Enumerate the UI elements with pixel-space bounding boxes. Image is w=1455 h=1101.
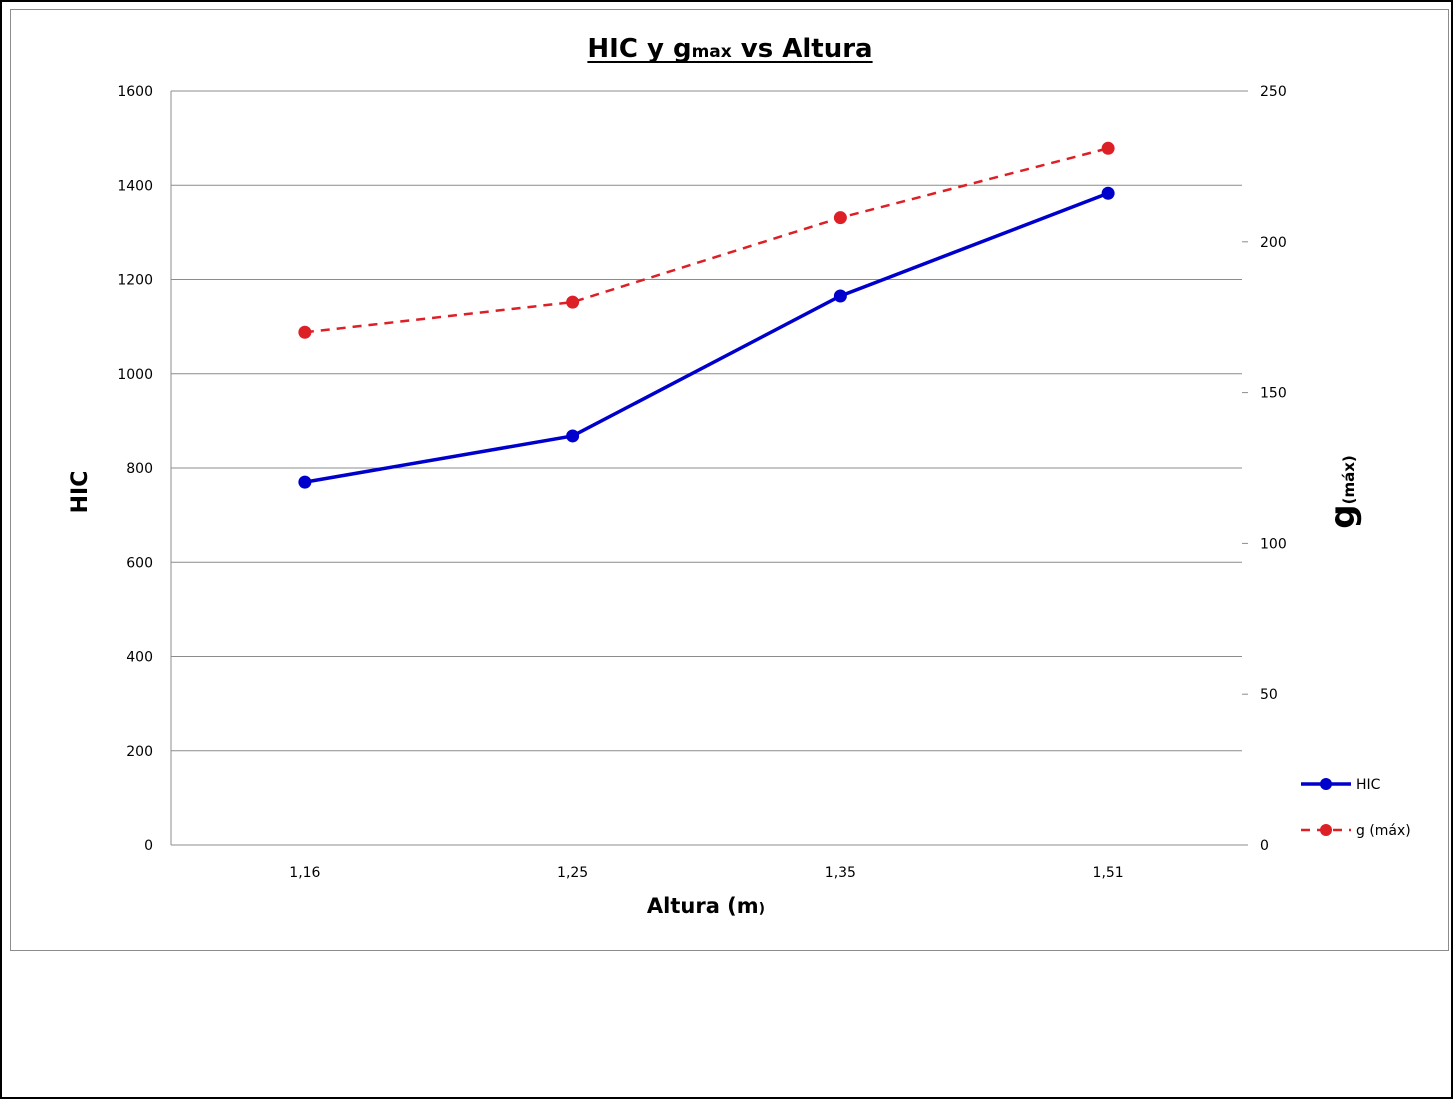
series-line-g-m-x: [304, 147, 1109, 334]
series-line-hic: [304, 191, 1109, 484]
data-point-hic: [833, 289, 847, 303]
title-tail: vs Altura: [732, 34, 873, 64]
y-right-tick-label: 150: [1260, 386, 1287, 402]
x-label-main: Altura (m: [647, 894, 759, 918]
x-tick-label: 1,51: [1093, 865, 1124, 881]
y-right-label-main: g: [1323, 504, 1363, 528]
legend-marker-g-m-x: [1320, 824, 1332, 836]
y-left-tick-label: 1400: [117, 178, 153, 194]
y-right-label-sub: (máx): [1340, 455, 1358, 504]
data-point-hic: [566, 429, 580, 443]
y-axis-right-label: g(máx): [1323, 455, 1363, 528]
data-point-g-m-x: [298, 325, 312, 339]
series: [298, 141, 1115, 489]
y-right-tick-label: 250: [1260, 84, 1287, 100]
title-main: HIC y g: [587, 34, 691, 64]
y-right-tick-label: 100: [1260, 536, 1287, 552]
legend-marker-hic: [1320, 778, 1332, 790]
y-right-tick-label: 50: [1260, 687, 1278, 703]
y-left-tick-label: 1000: [117, 367, 153, 383]
y-right-tick-label: 200: [1260, 235, 1287, 251]
x-tick-label: 1,25: [557, 865, 588, 881]
y-left-tick-label: 200: [126, 744, 153, 760]
y-axis-left-label: HIC: [68, 471, 93, 514]
legend-label-g-m-x: g (máx): [1356, 823, 1411, 839]
x-label-tail: ): [759, 901, 765, 917]
grid: [171, 90, 1242, 752]
legend: HIC g (máx): [1301, 777, 1411, 839]
y-right-tick-label: 0: [1260, 838, 1269, 854]
data-point-hic: [1101, 186, 1115, 200]
data-point-g-m-x: [833, 211, 847, 225]
y-left-tick-label: 0: [144, 838, 153, 854]
y-left-tick-label: 400: [126, 650, 153, 666]
chart-svg: HIC y gmax vs Altura 0200400600800100012…: [68, 34, 1411, 918]
y-left-tick-label: 800: [126, 461, 153, 477]
x-axis-label: Altura (m): [647, 894, 765, 918]
x-tick-label: 1,16: [289, 865, 320, 881]
chart-title: HIC y gmax vs Altura: [587, 34, 873, 64]
tick-labels: 0 200 400 600 800 1000 1200 1400 1600 0 50 100 150 20…: [117, 84, 1286, 881]
data-point-g-m-x: [1101, 141, 1115, 155]
y-left-tick-label: 1600: [117, 84, 153, 100]
chart-area: HIC y gmax vs Altura 0 200 400 600 800 1000 12…: [10, 9, 1449, 951]
x-tick-label: 1,35: [825, 865, 856, 881]
y-left-tick-label: 600: [126, 555, 153, 571]
axes: [170, 90, 1248, 846]
svg-text:HIC y gmax vs Altura: HIC y gmax vs Altura: [587, 34, 872, 64]
data-point-g-m-x: [566, 295, 580, 309]
title-sub: max: [692, 42, 732, 62]
data-point-hic: [298, 475, 312, 489]
legend-label-hic: HIC: [1356, 777, 1381, 793]
y-left-tick-label: 1200: [117, 273, 153, 289]
